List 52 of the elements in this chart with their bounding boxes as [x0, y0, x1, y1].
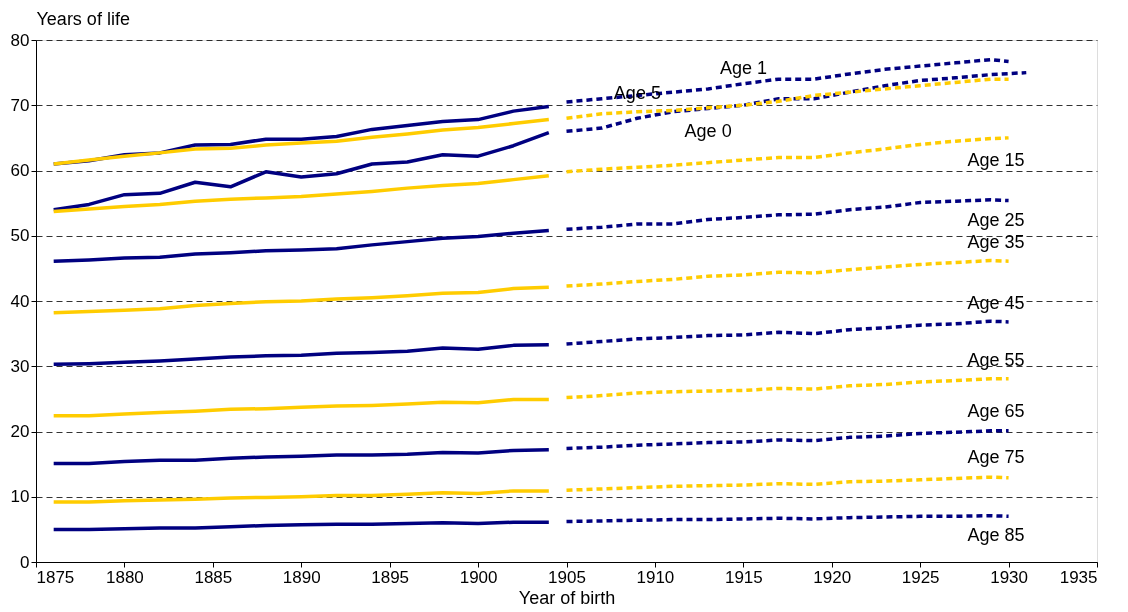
line-series: [564, 77, 1011, 121]
annotation: Age 25: [967, 210, 1025, 231]
annotation: Age 5: [613, 82, 661, 103]
x-tick-label: 1875: [36, 567, 75, 587]
line-series: [51, 130, 551, 212]
annotation: Age 55: [967, 349, 1025, 370]
annotation: Age 85: [967, 525, 1025, 546]
y-tick-label: 70: [10, 95, 30, 115]
y-tick-label: 50: [10, 226, 30, 246]
line-series: [51, 520, 551, 532]
x-axis-title: Year of birth: [518, 587, 616, 608]
line-series: [564, 475, 1011, 492]
line-series: [51, 117, 551, 166]
annotation: Age 0: [684, 120, 732, 141]
y-tick-label: 40: [10, 291, 30, 311]
x-tick-label: 1900: [459, 567, 498, 587]
y-tick-label: 20: [10, 422, 30, 441]
x-tick-label: 1905: [548, 567, 586, 587]
x-tick-label: 1935: [1059, 567, 1098, 587]
line-series: [564, 258, 1011, 288]
annotation: Age 75: [967, 447, 1025, 468]
line-series: [51, 228, 551, 263]
annotation: Age 65: [967, 401, 1025, 422]
x-tick-label: 1925: [901, 567, 940, 587]
x-tick-label: 1885: [194, 567, 233, 587]
x-tick-label: 1920: [813, 567, 852, 587]
x-tick-label: 1895: [371, 567, 410, 587]
y-tick-label: 60: [10, 161, 30, 180]
y-tick-label: 30: [10, 356, 30, 376]
line-series: [51, 489, 551, 504]
x-tick-label: 1890: [282, 567, 321, 587]
line-series: [51, 285, 551, 315]
x-tick-label: 1910: [636, 567, 675, 587]
line-series: [564, 376, 1011, 400]
annotation: Age 45: [967, 292, 1025, 313]
x-tick-label: 1930: [990, 567, 1028, 587]
line-series: [51, 342, 551, 367]
x-tick-label: 1880: [106, 567, 144, 587]
line-series: [564, 429, 1011, 451]
annotation: Age 1: [719, 57, 768, 78]
y-tick-label: 80: [10, 30, 30, 50]
line-series: [51, 173, 551, 214]
line-series: [51, 448, 551, 466]
y-axis-title: Years of life: [36, 8, 130, 29]
line-series: [51, 397, 551, 418]
annotation: Age 15: [967, 150, 1025, 171]
line-series: [564, 57, 1011, 104]
x-tick-label: 1915: [724, 567, 763, 587]
y-tick-label: 0: [20, 552, 30, 572]
y-tick-label: 10: [10, 487, 30, 507]
annotation: Age 35: [967, 231, 1025, 252]
line-series: [564, 319, 1011, 346]
